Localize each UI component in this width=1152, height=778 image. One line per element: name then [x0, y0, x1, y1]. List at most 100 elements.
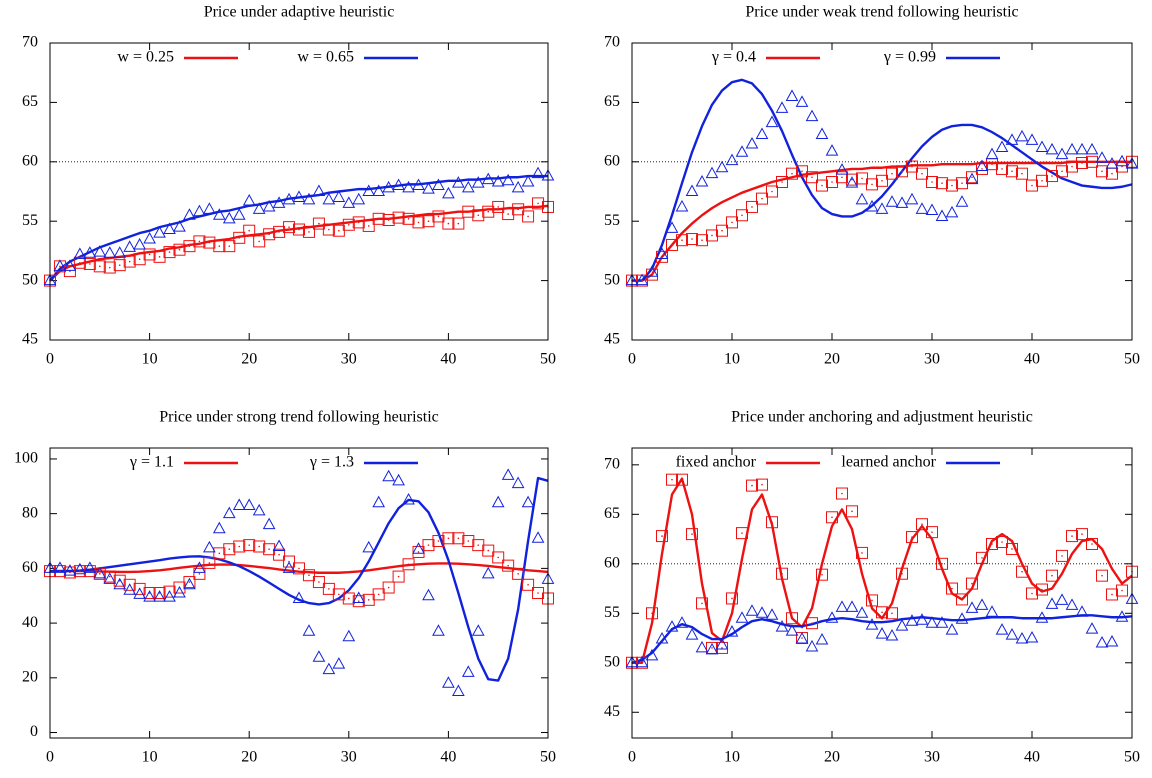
y-tick-label: 70 [604, 455, 620, 472]
y-tick-label: 60 [22, 152, 38, 169]
square-dot [79, 261, 81, 264]
triangle-marker [855, 606, 869, 618]
square-outline [462, 535, 475, 548]
square-outline [766, 185, 778, 198]
square-outline [896, 165, 908, 178]
triangle-marker [252, 503, 266, 516]
square-dot [367, 599, 370, 601]
square-outline [836, 171, 848, 184]
square-marker [846, 505, 858, 518]
square-outline [482, 205, 495, 218]
plot-frame [631, 447, 1133, 739]
square-dot [258, 240, 260, 243]
square-outline [1106, 588, 1118, 601]
plot-frame [49, 447, 549, 739]
square-dot [1041, 180, 1043, 182]
triangle-marker [73, 562, 87, 575]
triangle-marker [491, 174, 505, 187]
x-tick-label: 50 [540, 351, 556, 368]
square-dot [198, 573, 201, 575]
square-dot [921, 523, 923, 526]
square-dot [407, 563, 410, 566]
panel: Price under strong trend following heuri… [14, 409, 556, 766]
square-marker [1046, 569, 1058, 582]
square-dot [208, 241, 211, 244]
triangle-marker [815, 632, 829, 645]
square-dot [1061, 170, 1063, 173]
square-outline [442, 532, 455, 545]
square-dot [841, 492, 843, 495]
square-dot [1081, 162, 1083, 164]
square-dot [357, 600, 360, 603]
square-marker [532, 587, 545, 599]
triangle-marker [412, 178, 425, 191]
square-marker [243, 224, 256, 237]
square-dot [208, 562, 211, 564]
square-outline [936, 557, 948, 570]
square-dot [1071, 165, 1073, 168]
triangle-marker [1105, 634, 1119, 647]
square-dot [348, 597, 350, 600]
square-outline [756, 478, 768, 491]
square-marker [512, 567, 525, 580]
triangle-marker [845, 176, 859, 188]
square-dot [338, 593, 340, 596]
x-tick-label: 20 [824, 749, 840, 766]
square-dot [1091, 161, 1093, 163]
legend-label: γ = 0.99 [883, 49, 936, 66]
triangle-marker [93, 245, 107, 257]
square-dot [871, 599, 873, 602]
y-tick-label: 45 [22, 331, 38, 348]
x-tick-label: 10 [142, 749, 158, 766]
square-marker [83, 257, 96, 270]
square-dot [467, 210, 470, 213]
square-dot [851, 178, 853, 181]
triangle-marker [501, 173, 515, 186]
square-outline [372, 588, 385, 601]
square-outline [153, 250, 166, 263]
triangle-marker [242, 498, 256, 510]
square-marker [826, 511, 838, 524]
square-marker [183, 576, 196, 589]
square-outline [1046, 170, 1058, 183]
triangle-marker [63, 259, 77, 271]
triangle-marker [173, 220, 186, 232]
square-marker [452, 532, 465, 545]
x-tick-label: 40 [440, 351, 456, 368]
square-outline [1066, 160, 1078, 173]
square-marker [866, 594, 878, 607]
triangle-marker [531, 531, 545, 543]
square-outline [273, 225, 286, 238]
triangle-marker [945, 205, 959, 218]
square-marker [1046, 170, 1058, 183]
triangle-marker [521, 174, 535, 187]
square-marker [776, 175, 788, 188]
triangle-marker [442, 186, 455, 199]
square-dot [367, 225, 370, 227]
square-dot [268, 548, 270, 551]
square-outline [736, 527, 748, 540]
triangle-marker [845, 600, 859, 612]
triangle-marker [665, 620, 679, 632]
square-dot [128, 260, 131, 263]
square-outline [776, 567, 788, 580]
square-outline [432, 210, 445, 223]
square-outline [73, 256, 86, 269]
square-dot [1051, 175, 1053, 177]
square-dot [168, 251, 171, 253]
y-tick-label: 55 [604, 604, 620, 621]
square-marker [816, 568, 828, 581]
square-dot [1011, 548, 1013, 550]
square-marker [273, 548, 286, 561]
square-marker [342, 218, 355, 231]
square-dot [701, 239, 703, 242]
triangle-marker [775, 101, 789, 113]
triangle-marker [173, 585, 186, 598]
x-tick-label: 30 [924, 351, 940, 368]
x-tick-label: 0 [46, 351, 54, 368]
square-dot [921, 172, 923, 175]
y-tick-label: 55 [604, 212, 620, 229]
square-marker [1016, 565, 1028, 578]
square-outline [263, 228, 276, 241]
square-dot [821, 573, 823, 576]
